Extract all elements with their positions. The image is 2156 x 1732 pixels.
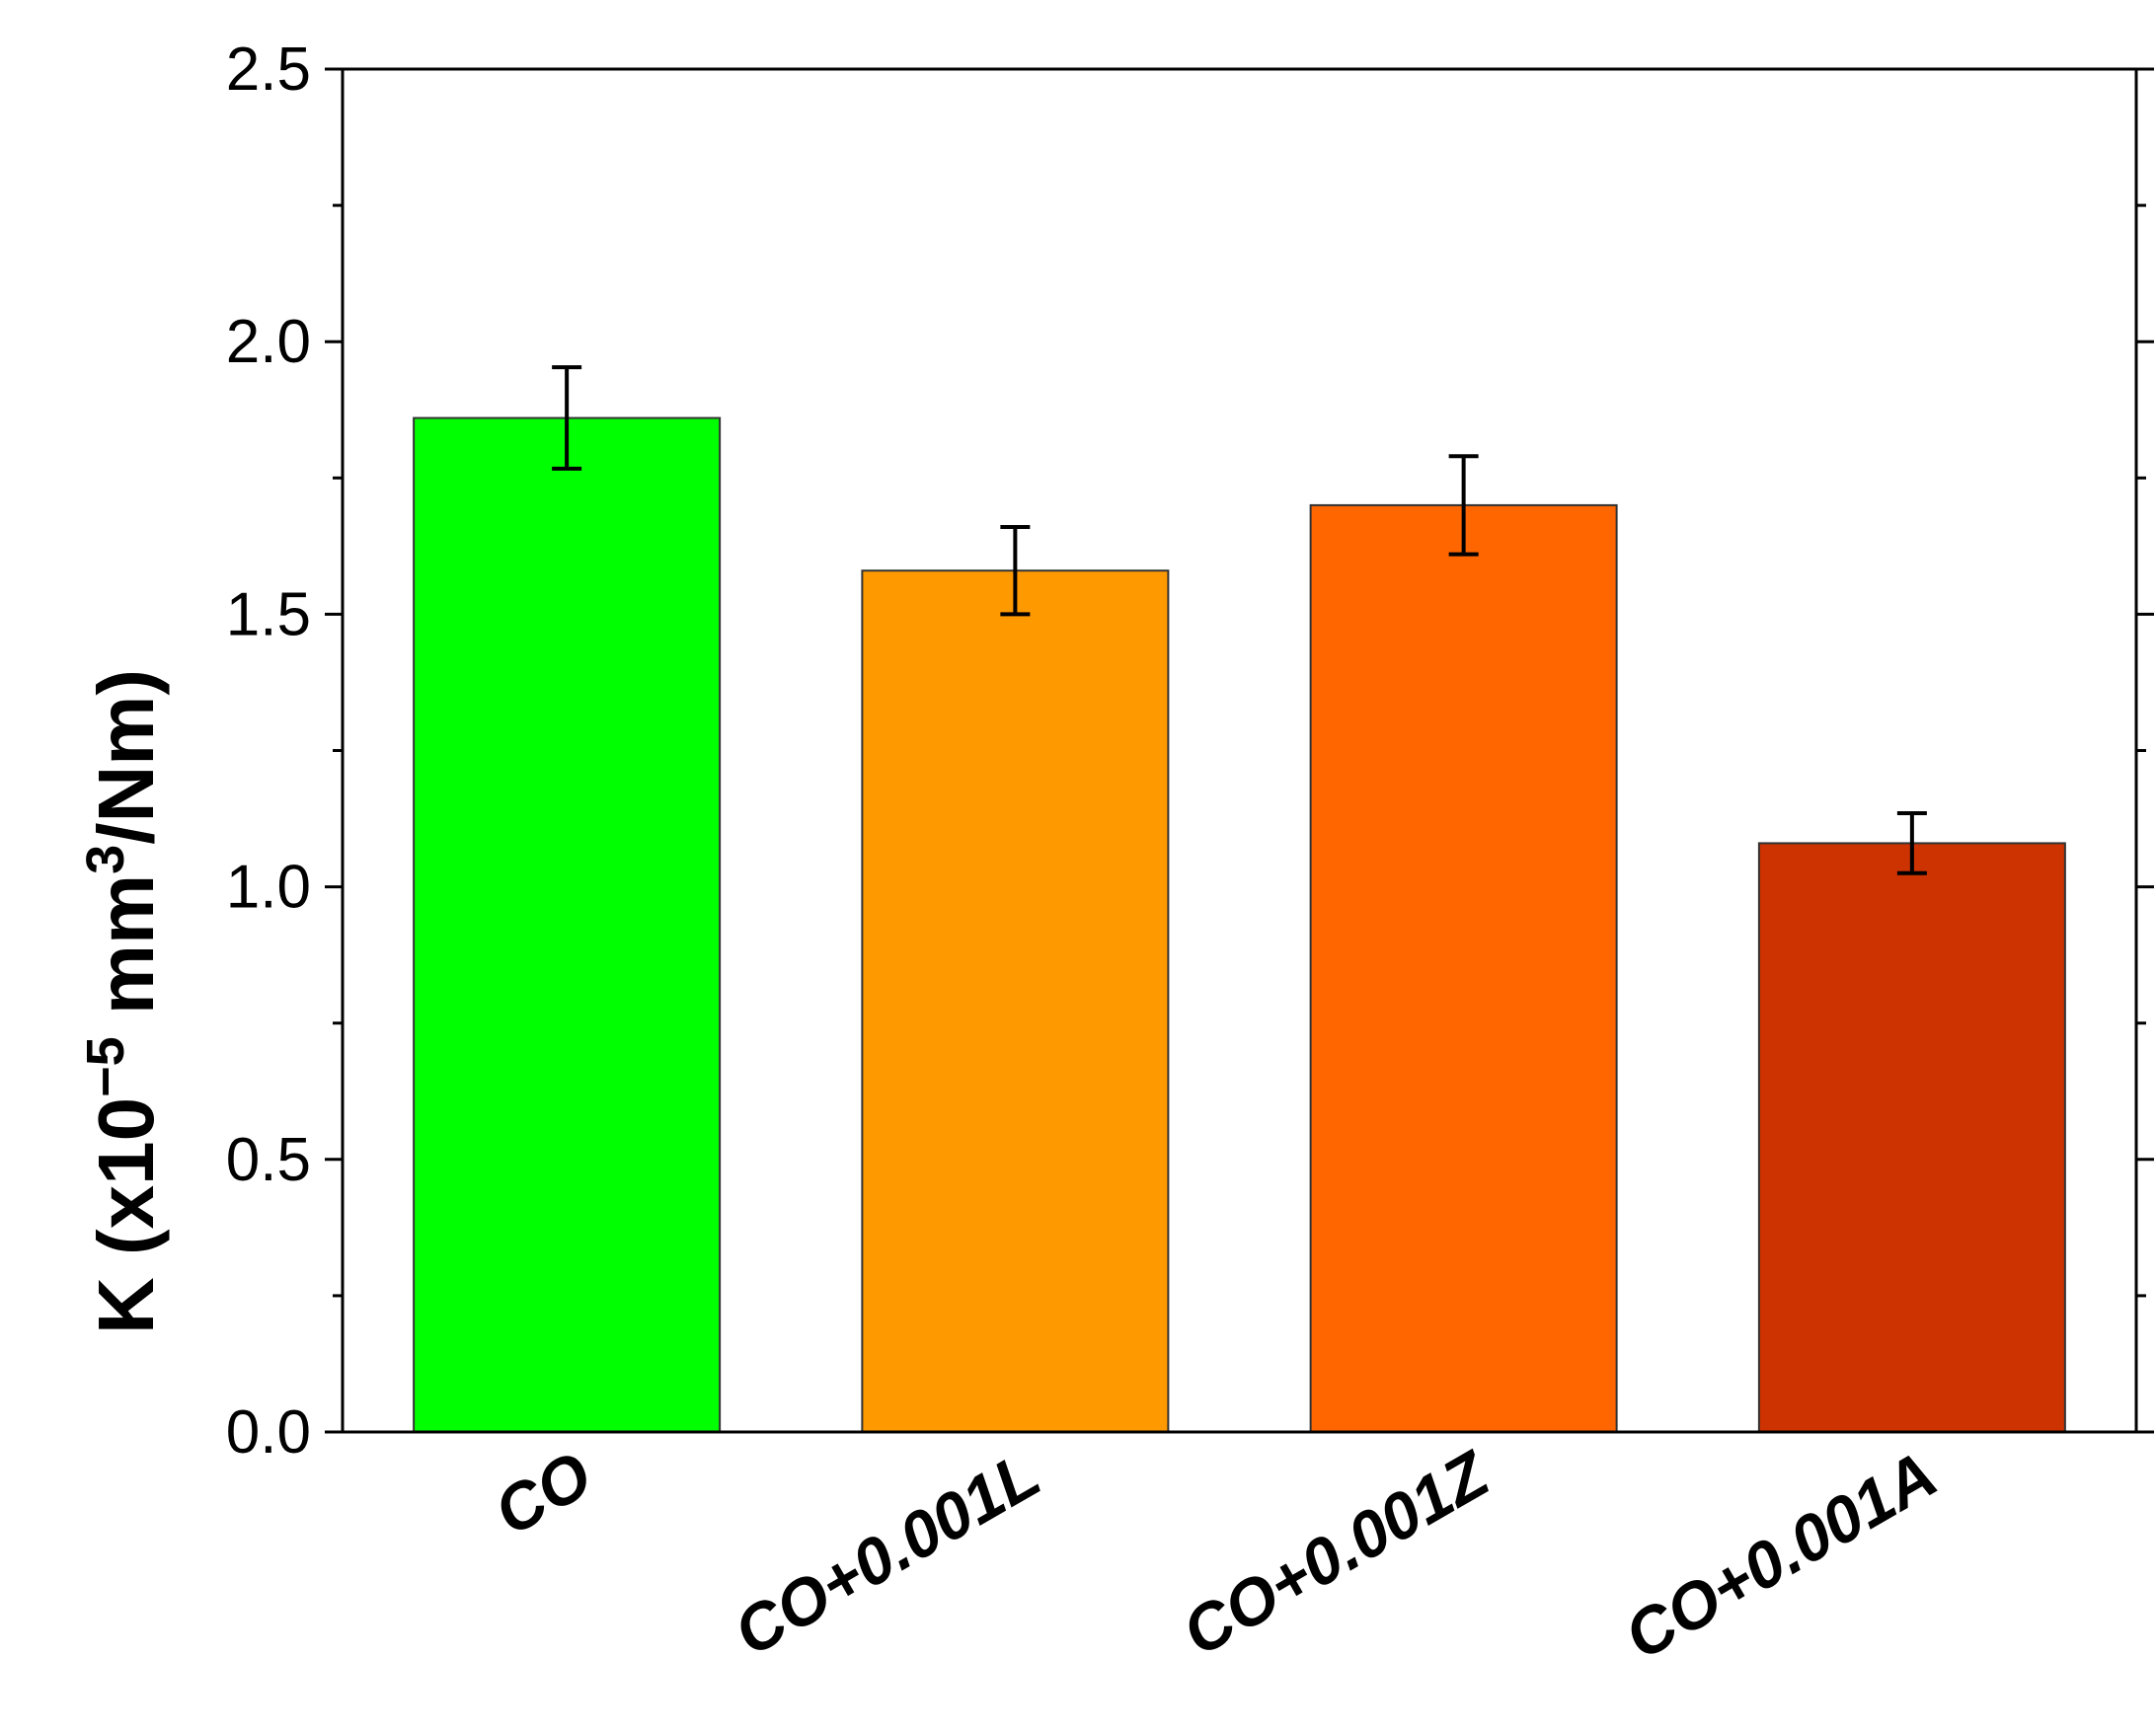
bars-layer <box>413 416 2066 1434</box>
y-tick-label: 0.5 <box>226 1126 311 1194</box>
error-bar-1 <box>1000 525 1031 617</box>
bar-2 <box>1309 503 1618 1434</box>
axis-ticks-layer <box>325 67 2154 1434</box>
y-tick-label: 1.5 <box>226 580 311 648</box>
y-tick-labels: 0.0 0.5 1.0 1.5 2.0 2.5 <box>226 36 311 1467</box>
y-axis-title: K (x10−5 mm3/Nm) <box>76 669 170 1334</box>
y-tick-label: 1.0 <box>226 854 311 922</box>
bar-3 <box>1757 842 2066 1433</box>
y-tick-label: 0.0 <box>226 1398 311 1467</box>
y-tick-label: 2.5 <box>226 36 311 104</box>
error-bar-3 <box>1896 811 1927 875</box>
error-bar-2 <box>1448 454 1479 557</box>
bar-1 <box>861 569 1170 1433</box>
error-bars-layer <box>552 365 1927 875</box>
bar-0 <box>413 416 722 1433</box>
y-tick-label: 2.0 <box>226 308 311 376</box>
error-bar-0 <box>552 365 582 471</box>
